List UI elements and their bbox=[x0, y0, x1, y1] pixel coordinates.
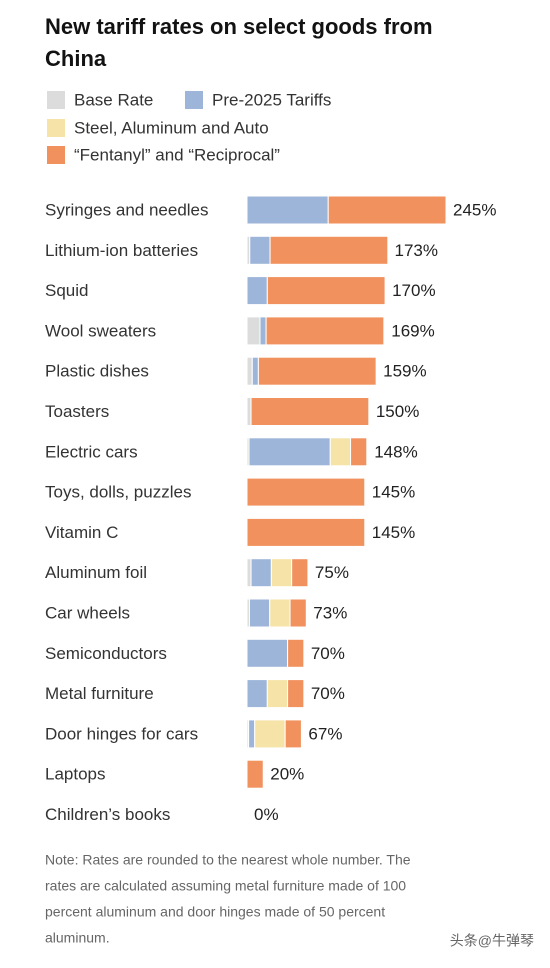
bar-segment bbox=[327, 195, 447, 225]
bar-segment bbox=[246, 356, 253, 386]
category-label: Toys, dolls, puzzles bbox=[45, 483, 191, 502]
legend-label: Steel, Aluminum and Auto bbox=[74, 118, 269, 137]
bar-segment bbox=[289, 598, 307, 628]
value-label: 173% bbox=[395, 241, 438, 260]
category-label: Toasters bbox=[45, 402, 109, 421]
bar-segment bbox=[246, 638, 289, 668]
legend-label: Pre-2025 Tariffs bbox=[212, 90, 331, 109]
bar-segment bbox=[246, 558, 252, 588]
bar-segment bbox=[284, 719, 302, 749]
bar-segment bbox=[248, 719, 256, 749]
bar-segment bbox=[249, 235, 271, 265]
value-label: 145% bbox=[372, 483, 415, 502]
bar-segment bbox=[270, 558, 293, 588]
bar-segment bbox=[251, 356, 259, 386]
bar-segment bbox=[246, 195, 329, 225]
bar-segment bbox=[266, 276, 386, 306]
note: aluminum. bbox=[45, 930, 110, 946]
legend-swatch bbox=[47, 91, 65, 109]
chart-title: New tariff rates on select goods from bbox=[45, 14, 433, 39]
value-label: 169% bbox=[391, 321, 434, 340]
bar-segment bbox=[291, 558, 309, 588]
value-label: 70% bbox=[311, 684, 345, 703]
value-label: 73% bbox=[313, 603, 347, 622]
bar-segment bbox=[287, 638, 305, 668]
bar-segment bbox=[254, 719, 286, 749]
value-label: 75% bbox=[315, 563, 349, 582]
category-label: Metal furniture bbox=[45, 684, 154, 703]
value-label: 145% bbox=[372, 523, 415, 542]
chart-title: China bbox=[45, 46, 107, 71]
value-label: 20% bbox=[270, 765, 304, 784]
category-label: Children’s books bbox=[45, 805, 170, 824]
category-label: Syringes and needles bbox=[45, 200, 209, 219]
bar-segment bbox=[257, 356, 377, 386]
category-label: Car wheels bbox=[45, 603, 130, 622]
bar-segment bbox=[266, 679, 289, 709]
legend-swatch bbox=[47, 146, 65, 164]
category-label: Door hinges for cars bbox=[45, 724, 198, 743]
bar-segment bbox=[246, 397, 252, 426]
category-label: Semiconductors bbox=[45, 644, 167, 663]
bar-segment bbox=[287, 679, 305, 709]
category-label: Laptops bbox=[45, 765, 106, 784]
bar-segment bbox=[269, 235, 389, 265]
bar-segment bbox=[329, 437, 352, 467]
value-label: 150% bbox=[376, 402, 419, 421]
category-label: Wool sweaters bbox=[45, 321, 156, 340]
category-label: Plastic dishes bbox=[45, 362, 149, 381]
bar-segment bbox=[246, 477, 366, 507]
value-label: 67% bbox=[308, 724, 342, 743]
bar-segment bbox=[246, 316, 261, 346]
legend-label: Base Rate bbox=[74, 90, 153, 109]
bar-segment bbox=[269, 598, 291, 628]
bar-segment bbox=[248, 437, 331, 467]
bar-segment bbox=[246, 759, 264, 789]
value-label: 245% bbox=[453, 200, 496, 219]
note: percent aluminum and door hinges made of… bbox=[45, 904, 385, 920]
bar-segment bbox=[246, 679, 268, 709]
value-label: 0% bbox=[254, 805, 279, 824]
category-label: Aluminum foil bbox=[45, 563, 147, 582]
value-label: 159% bbox=[383, 362, 426, 381]
value-label: 170% bbox=[392, 281, 435, 300]
bar-segment bbox=[246, 517, 366, 547]
watermark: 头条@牛弹琴 bbox=[450, 933, 534, 949]
legend-swatch bbox=[47, 119, 65, 137]
category-label: Lithium-ion batteries bbox=[45, 241, 198, 260]
category-label: Electric cars bbox=[45, 442, 138, 461]
bar-segment bbox=[350, 437, 368, 467]
note: rates are calculated assuming metal furn… bbox=[45, 878, 406, 894]
bar-segment bbox=[250, 397, 370, 426]
bar-segment bbox=[246, 276, 268, 306]
value-label: 148% bbox=[374, 442, 417, 461]
bar-segment bbox=[250, 558, 272, 588]
category-label: Squid bbox=[45, 281, 88, 300]
value-label: 70% bbox=[311, 644, 345, 663]
bar-segment bbox=[248, 598, 271, 628]
legend-label: “Fentanyl” and “Reciprocal” bbox=[74, 145, 280, 164]
bar-segment bbox=[259, 316, 267, 346]
category-label: Vitamin C bbox=[45, 523, 118, 542]
legend-swatch bbox=[185, 91, 203, 109]
note: Note: Rates are rounded to the nearest w… bbox=[45, 852, 411, 868]
bar-segment bbox=[265, 316, 385, 346]
